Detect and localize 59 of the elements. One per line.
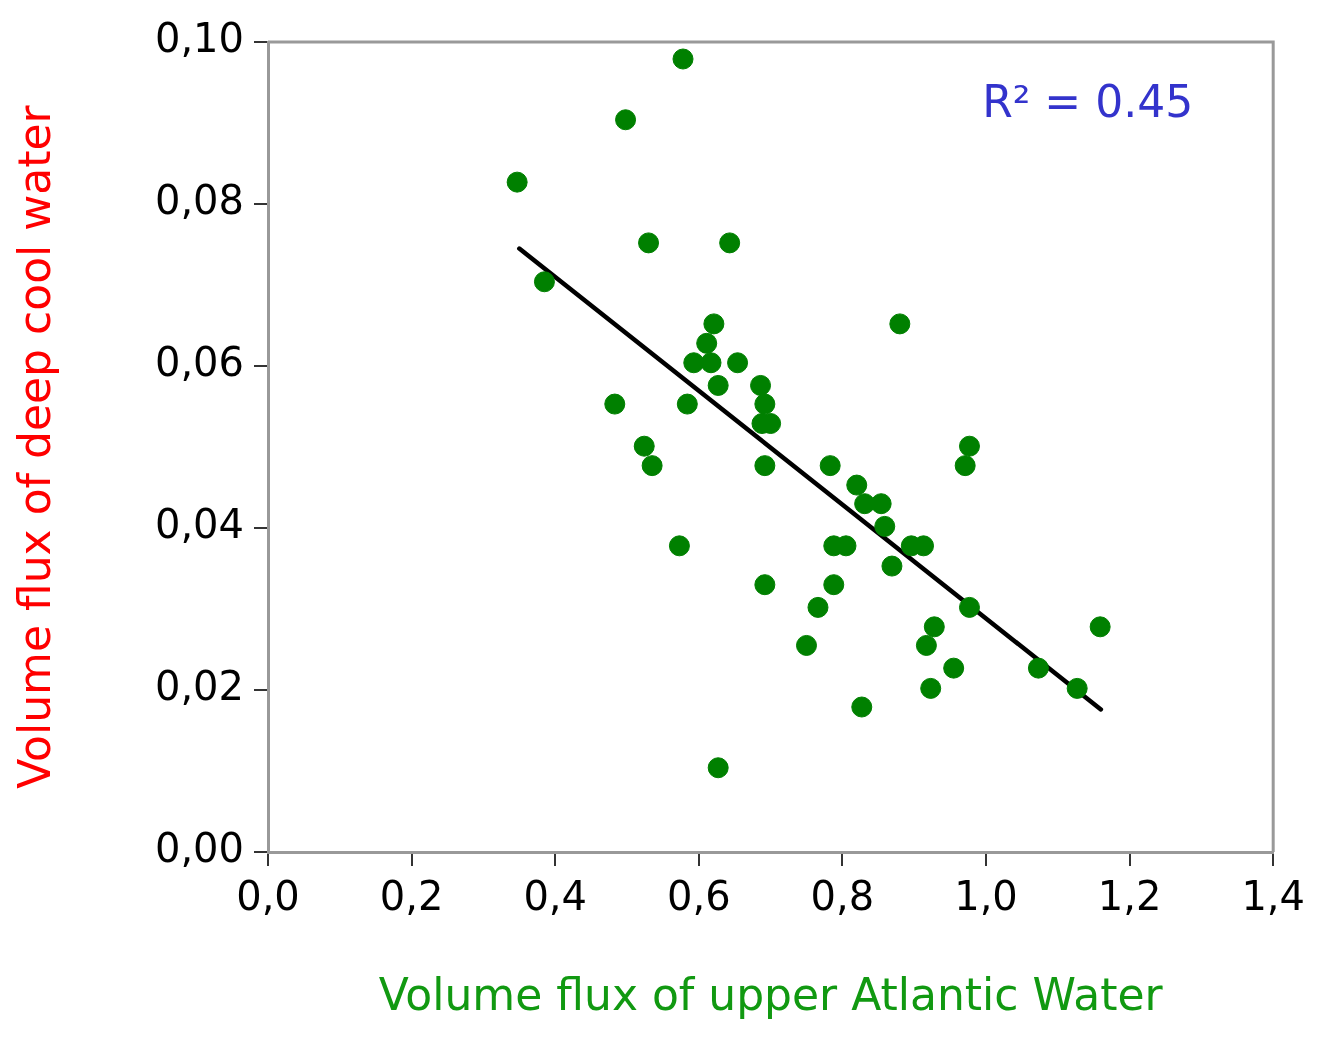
x-tick-label: 1,0 bbox=[954, 873, 1018, 920]
x-tick-label: 0,4 bbox=[523, 873, 588, 920]
point bbox=[819, 455, 841, 477]
y-tick-label: 0,04 bbox=[154, 501, 244, 548]
point bbox=[676, 393, 698, 415]
y-axis-title: Volume flux of deep cool water bbox=[8, 104, 60, 789]
y-tick-label: 0,06 bbox=[154, 339, 244, 386]
point bbox=[923, 616, 945, 638]
point bbox=[707, 374, 729, 396]
point bbox=[1027, 657, 1049, 679]
point bbox=[633, 435, 655, 457]
point bbox=[506, 171, 528, 193]
point bbox=[943, 657, 965, 679]
point bbox=[823, 574, 845, 596]
x-tick-label: 1,2 bbox=[1097, 873, 1162, 920]
annotation: R² = 0.45 bbox=[982, 76, 1194, 128]
x-tick-label: 1,4 bbox=[1241, 873, 1306, 920]
point bbox=[846, 474, 868, 496]
point bbox=[851, 696, 873, 718]
y-tick-label: 0,02 bbox=[154, 663, 244, 710]
point bbox=[703, 313, 725, 335]
point bbox=[641, 455, 663, 477]
point bbox=[796, 634, 817, 656]
point bbox=[700, 352, 722, 374]
point bbox=[1089, 616, 1111, 638]
point bbox=[727, 352, 749, 374]
x-tick-label: 0,8 bbox=[810, 873, 875, 920]
x-tick-label: 0,6 bbox=[666, 873, 731, 920]
point bbox=[707, 757, 729, 779]
point bbox=[696, 332, 718, 354]
point bbox=[920, 677, 942, 699]
point bbox=[889, 313, 911, 335]
point bbox=[1066, 677, 1088, 699]
point bbox=[874, 515, 896, 537]
point bbox=[604, 393, 626, 415]
y-tick-label: 0,00 bbox=[154, 825, 244, 872]
point bbox=[754, 574, 776, 596]
point bbox=[958, 435, 980, 457]
point bbox=[754, 455, 776, 477]
point bbox=[533, 271, 555, 293]
point bbox=[870, 493, 892, 515]
x-axis-title: Volume flux of upper Atlantic Water bbox=[378, 969, 1164, 1021]
point bbox=[615, 109, 637, 131]
point bbox=[915, 634, 937, 656]
point bbox=[807, 596, 829, 618]
point bbox=[672, 48, 694, 70]
x-tick-label: 0,0 bbox=[236, 873, 300, 920]
point bbox=[954, 455, 976, 477]
x-tick-label: 0,2 bbox=[379, 873, 444, 920]
point bbox=[683, 352, 705, 374]
point bbox=[750, 374, 772, 396]
point bbox=[719, 232, 741, 254]
point bbox=[881, 555, 903, 577]
point bbox=[958, 596, 980, 618]
point bbox=[668, 535, 690, 557]
y-tick-label: 0,08 bbox=[154, 177, 244, 224]
y-tick-label: 0,10 bbox=[154, 15, 244, 62]
point bbox=[638, 232, 660, 254]
point bbox=[754, 393, 776, 415]
